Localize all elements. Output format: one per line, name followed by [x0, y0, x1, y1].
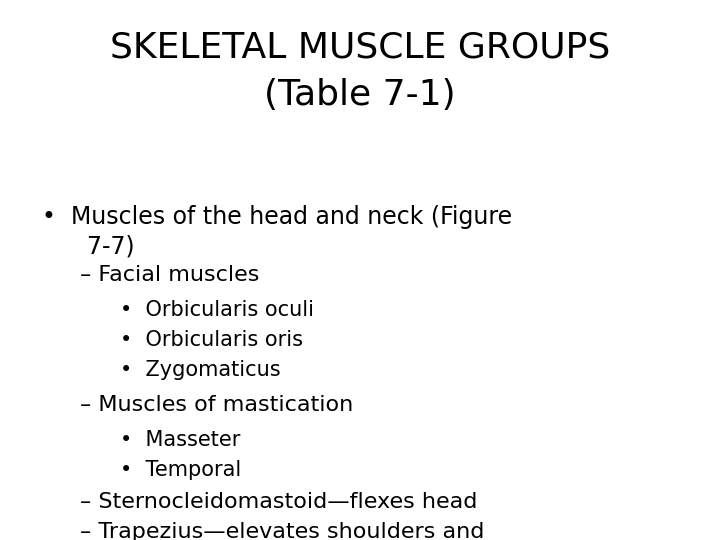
Text: •  Muscles of the head and neck (Figure
      7-7): • Muscles of the head and neck (Figure 7…	[42, 205, 512, 259]
Text: •  Orbicularis oris: • Orbicularis oris	[120, 330, 303, 350]
Text: – Muscles of mastication: – Muscles of mastication	[80, 395, 354, 415]
Text: •  Masseter: • Masseter	[120, 430, 240, 450]
Text: •  Zygomaticus: • Zygomaticus	[120, 360, 281, 380]
Text: – Facial muscles: – Facial muscles	[80, 265, 259, 285]
Text: – Sternocleidomastoid—flexes head: – Sternocleidomastoid—flexes head	[80, 492, 477, 512]
Text: SKELETAL MUSCLE GROUPS: SKELETAL MUSCLE GROUPS	[110, 30, 610, 64]
Text: •  Orbicularis oculi: • Orbicularis oculi	[120, 300, 314, 320]
Text: (Table 7-1): (Table 7-1)	[264, 78, 456, 112]
Text: – Trapezius—elevates shoulders and
      extends head: – Trapezius—elevates shoulders and exten…	[80, 522, 485, 540]
Text: •  Temporal: • Temporal	[120, 460, 241, 480]
